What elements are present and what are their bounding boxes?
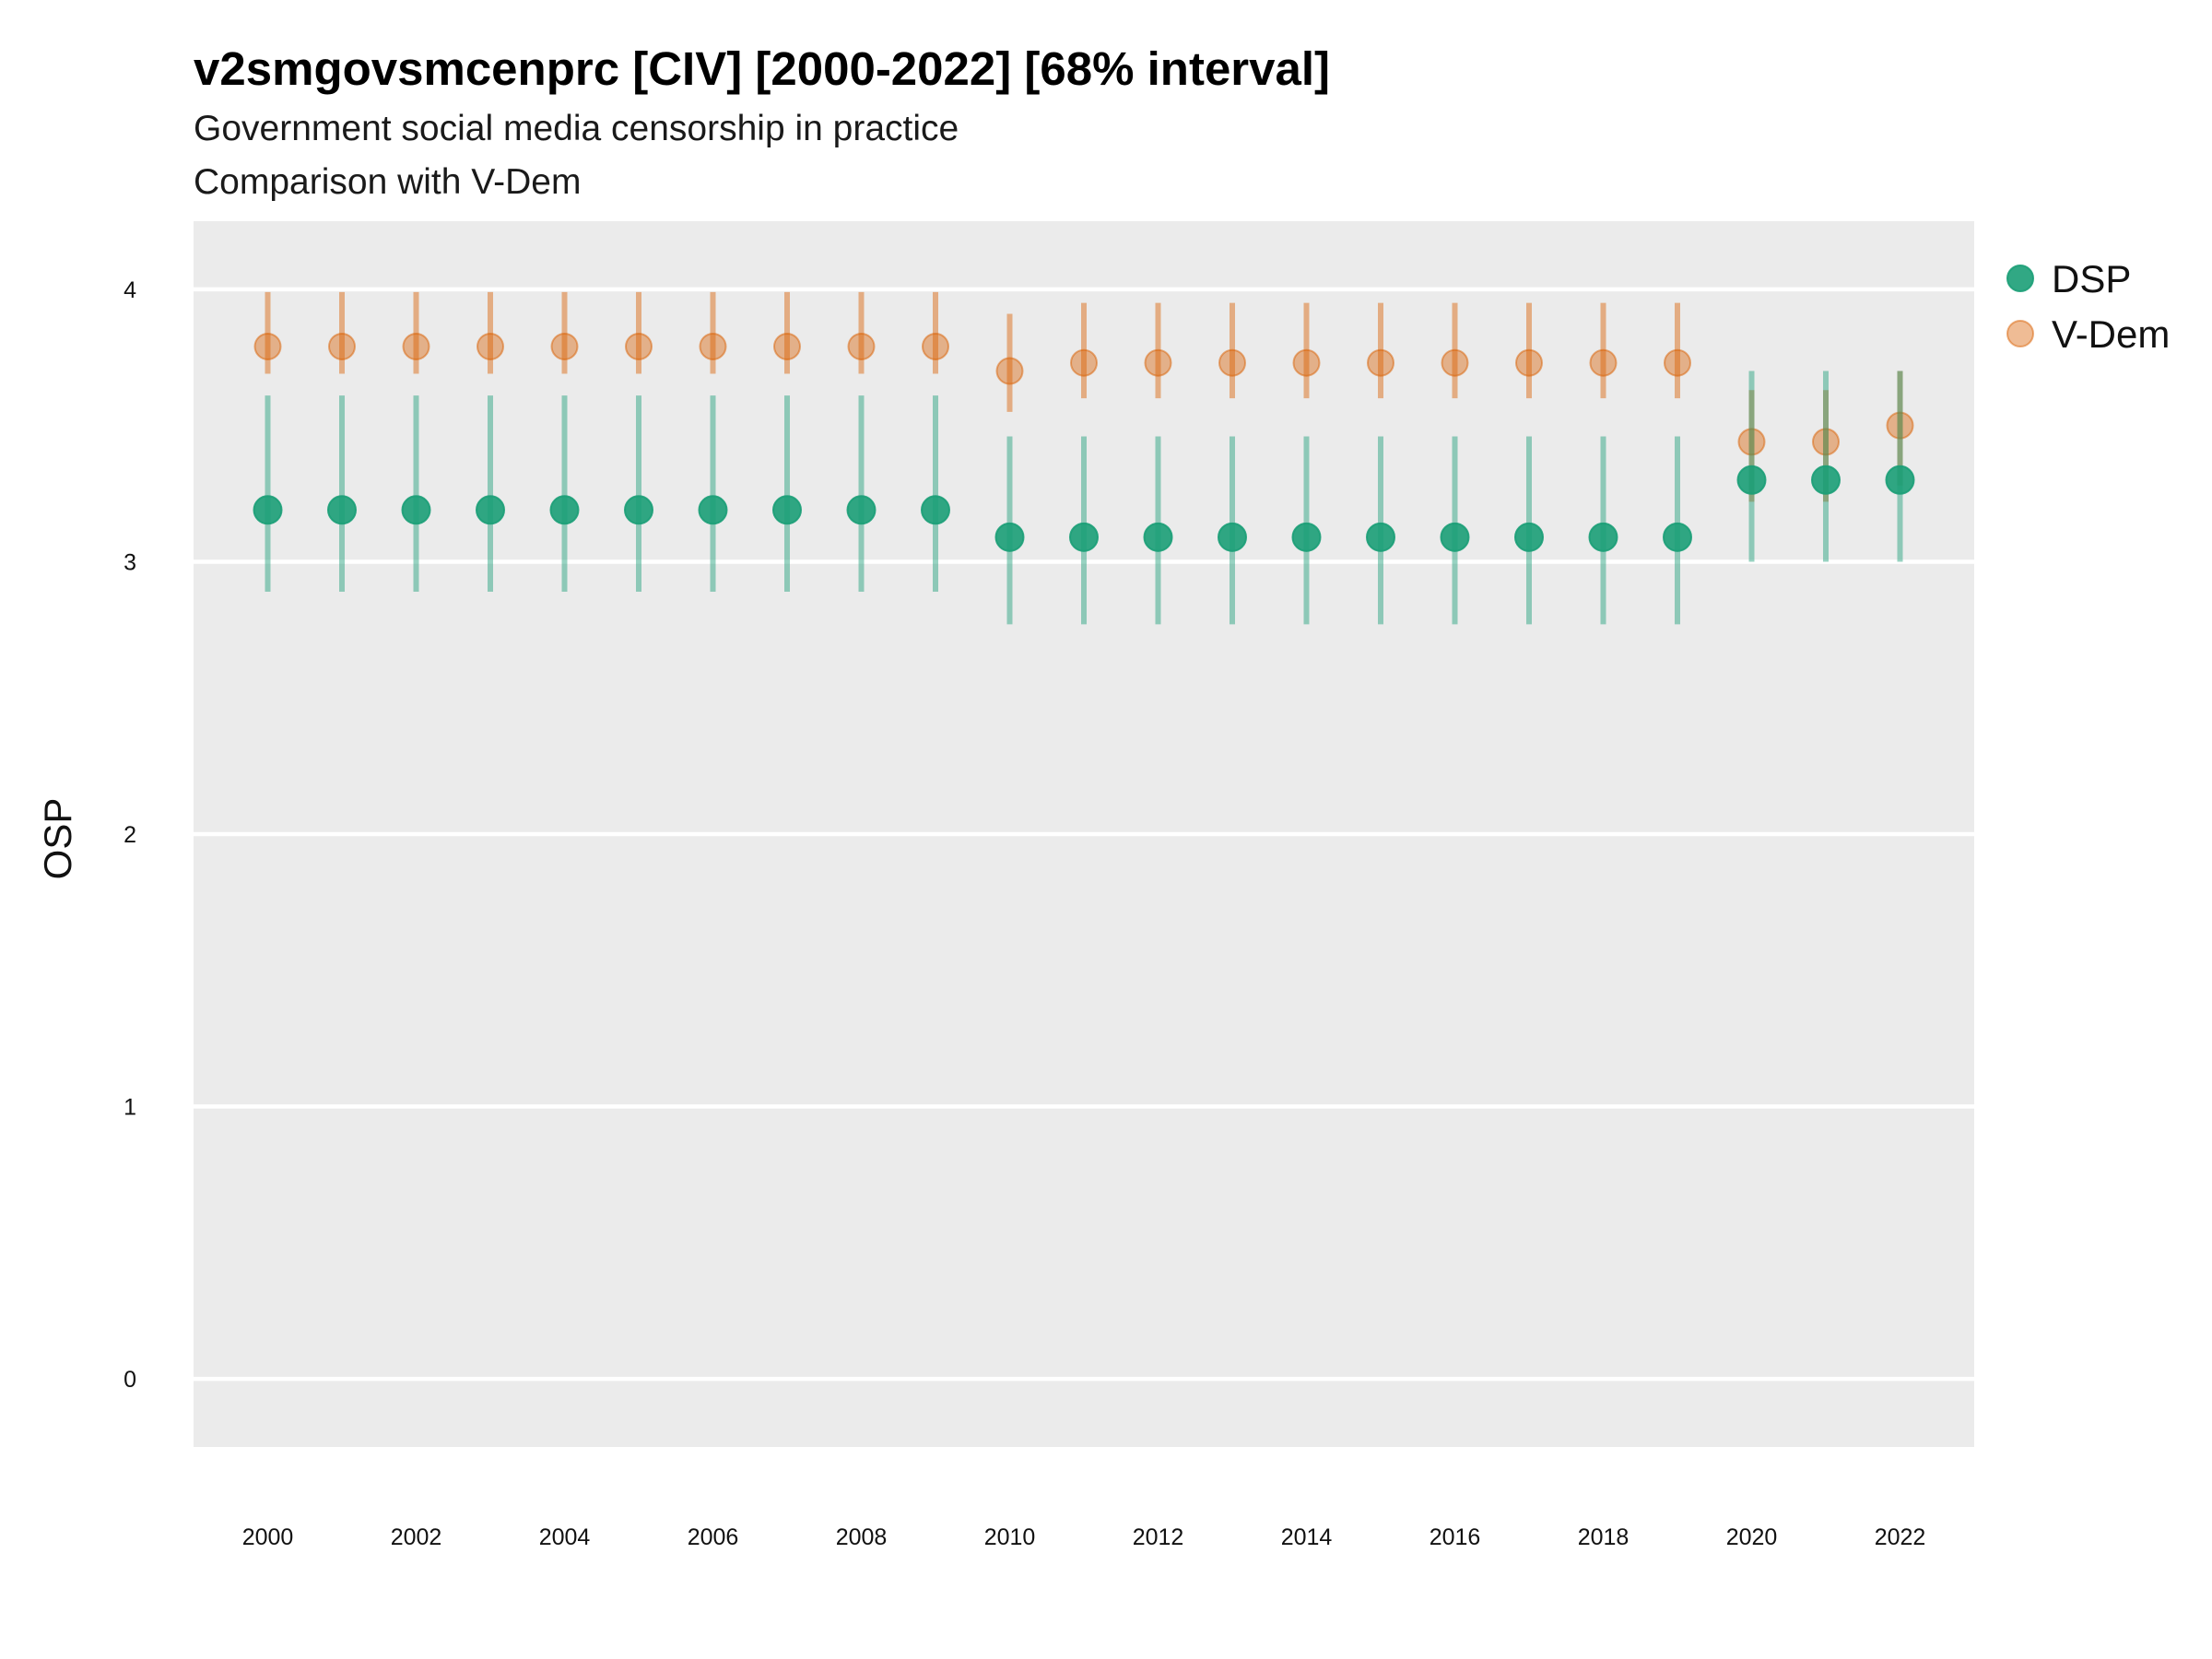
- x-tick-label: 2002: [391, 1524, 442, 1550]
- data-point: [921, 495, 950, 525]
- data-point: [1069, 522, 1099, 552]
- data-point: [624, 495, 653, 525]
- data-point: [1885, 465, 1915, 495]
- data-point: [1218, 522, 1247, 552]
- y-tick-label: 3: [124, 549, 136, 575]
- y-tick-label: 0: [124, 1367, 136, 1393]
- x-tick-label: 2010: [984, 1524, 1036, 1550]
- data-point: [549, 495, 580, 525]
- data-point: [477, 332, 504, 360]
- data-point: [253, 332, 282, 360]
- x-tick-label: 2004: [539, 1524, 591, 1550]
- data-point: [476, 495, 505, 525]
- data-point: [1664, 348, 1691, 377]
- data-point: [1886, 411, 1914, 440]
- data-point: [698, 495, 728, 525]
- data-point: [1070, 348, 1098, 377]
- data-point: [699, 332, 727, 360]
- y-tick-label: 4: [124, 277, 136, 303]
- x-tick-label: 2020: [1726, 1524, 1778, 1550]
- data-point: [1144, 348, 1172, 377]
- data-point: [995, 357, 1024, 385]
- data-point: [328, 332, 356, 360]
- chart-subtitle: Government social media censorship in pr…: [194, 109, 959, 148]
- x-tick-label: 2022: [1875, 1524, 1926, 1550]
- data-series: [253, 291, 1915, 625]
- data-point: [1218, 348, 1246, 377]
- data-point: [253, 495, 283, 525]
- data-point: [846, 495, 877, 525]
- data-point: [1589, 348, 1618, 377]
- x-tick-labels: 2000 2002 2004 2006 2008 2010 2012 2014 2016 2018…: [242, 1524, 1926, 1550]
- data-point: [1588, 522, 1618, 552]
- legend-label: DSP: [2052, 257, 2131, 300]
- data-point: [401, 495, 431, 525]
- legend-label: V-Dem: [2052, 312, 2170, 356]
- x-tick-label: 2012: [1133, 1524, 1184, 1550]
- data-point: [1812, 428, 1840, 456]
- data-point: [1367, 348, 1394, 377]
- legend-key: [2006, 265, 2034, 292]
- data-point: [1143, 522, 1173, 552]
- data-point: [847, 332, 876, 360]
- data-point: [1366, 522, 1395, 552]
- data-point: [1515, 348, 1543, 377]
- grid-lines: [194, 287, 1974, 1382]
- y-tick-label: 2: [124, 822, 136, 848]
- x-tick-label: 2016: [1430, 1524, 1481, 1550]
- series-v-dem: [253, 291, 1914, 502]
- y-tick-labels: 0 1 2 3 4: [124, 277, 136, 1393]
- x-tick-label: 2000: [242, 1524, 294, 1550]
- data-point: [327, 495, 357, 525]
- data-point: [1737, 428, 1766, 456]
- legend: DSP V-Dem: [2006, 257, 2170, 356]
- y-axis-title: OSP: [36, 798, 79, 880]
- data-point: [1736, 465, 1767, 495]
- y-tick-label: 1: [124, 1095, 136, 1121]
- legend-key: [2006, 320, 2034, 347]
- data-point: [994, 522, 1025, 552]
- data-point: [773, 332, 801, 360]
- data-point: [1663, 522, 1692, 552]
- data-point: [625, 332, 653, 360]
- x-tick-label: 2014: [1281, 1524, 1333, 1550]
- x-tick-label: 2008: [836, 1524, 888, 1550]
- x-tick-label: 2018: [1578, 1524, 1630, 1550]
- data-point: [1292, 348, 1321, 377]
- data-point: [1291, 522, 1322, 552]
- data-point: [1811, 465, 1841, 495]
- x-tick-label: 2006: [688, 1524, 739, 1550]
- data-point: [550, 332, 579, 360]
- data-point: [922, 332, 949, 360]
- data-point: [1441, 348, 1469, 377]
- data-point: [1514, 522, 1544, 552]
- data-point: [1440, 522, 1470, 552]
- data-point: [402, 332, 430, 360]
- chart-title: v2smgovsmcenprc [CIV] [2000-2022] [68% i…: [194, 42, 1330, 95]
- series-dsp: [253, 371, 1915, 625]
- data-point: [772, 495, 802, 525]
- chart-caption: Comparison with V-Dem: [194, 162, 581, 202]
